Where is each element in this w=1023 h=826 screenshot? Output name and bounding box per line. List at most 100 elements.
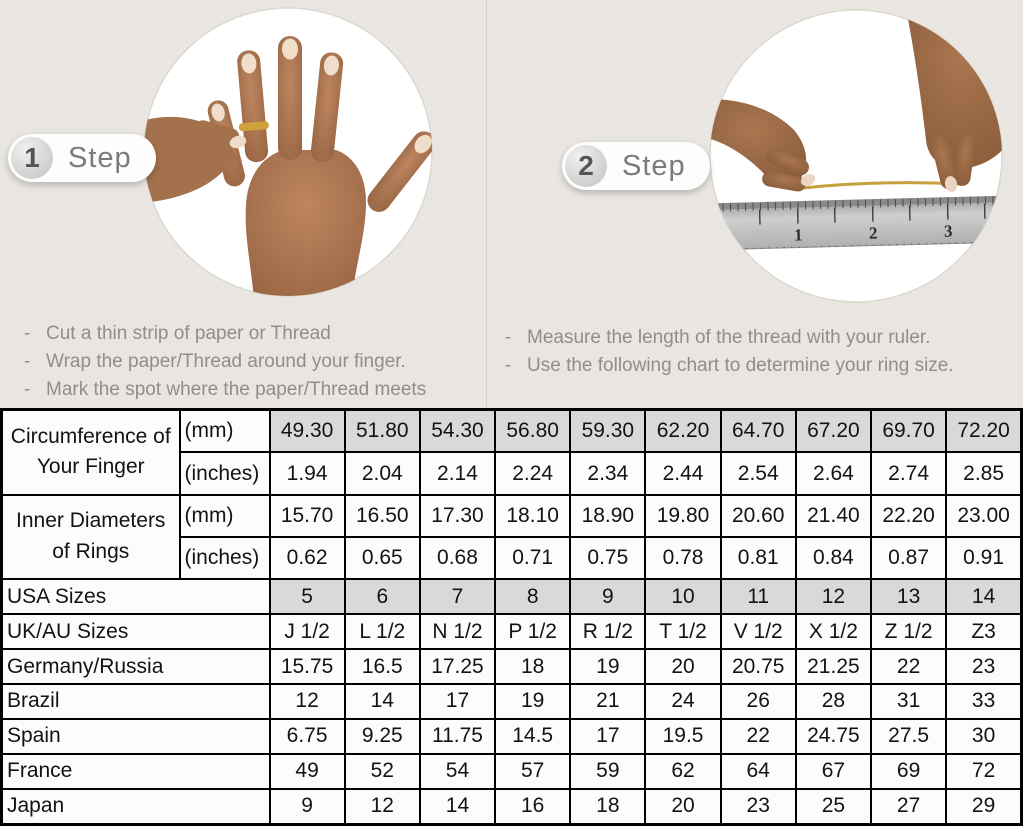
size-value-cell: 20.60 [719, 493, 797, 538]
size-value-cell: 0.91 [945, 536, 1023, 581]
instruction-text: Mark the spot where the paper/Thread mee… [46, 379, 427, 400]
size-value-cell: 22.20 [869, 493, 948, 538]
size-system-label: USA Sizes [0, 578, 271, 616]
step2-instructions: - Measure the length of the thread with y… [505, 324, 1020, 380]
step1-hand-photo [143, 7, 433, 297]
step2-badge: 2 Step [562, 142, 710, 190]
size-value-cell: 14.5 [494, 717, 572, 755]
size-value-cell: 21 [569, 682, 647, 720]
size-value-cell: 18 [569, 787, 647, 826]
unit-label: (inches) [178, 451, 271, 496]
size-value-cell: 26 [719, 682, 797, 720]
size-value-cell: 69 [869, 752, 948, 790]
size-value-cell: 21.25 [794, 648, 873, 685]
ruler-number-3: 3 [944, 222, 953, 241]
size-value-cell: Z3 [945, 613, 1023, 651]
size-value-cell: 11 [719, 578, 797, 616]
size-value-cell: 19.5 [644, 717, 722, 755]
size-value-cell: 14 [418, 787, 497, 826]
size-value-cell: 20 [644, 648, 722, 685]
size-value-cell: 7 [418, 578, 497, 616]
size-value-cell: 0.71 [494, 536, 572, 581]
size-value-cell: 25 [794, 787, 873, 826]
size-value-cell: 5 [268, 578, 346, 616]
instruction-text: Wrap the paper/Thread around your finger… [46, 351, 406, 372]
bullet-dash: - [505, 355, 512, 376]
step2-label: Step [622, 149, 686, 182]
size-value-cell: 20.75 [719, 648, 797, 685]
size-value-cell: 9 [569, 578, 647, 616]
size-value-cell: 19 [494, 682, 572, 720]
size-system-label: France [0, 752, 271, 790]
size-value-cell: 15.70 [268, 493, 346, 538]
ruler: 1 2 3 [716, 195, 1002, 251]
size-value-cell: 16.5 [343, 648, 421, 685]
size-value-cell: 19 [569, 648, 647, 685]
size-value-cell: 16 [494, 787, 572, 826]
panel-divider [486, 0, 487, 407]
size-system-label: UK/AU Sizes [0, 613, 271, 651]
size-value-cell: 54.30 [418, 408, 497, 454]
size-value-cell: 8 [494, 578, 572, 616]
size-value-cell: T 1/2 [644, 613, 722, 651]
size-value-cell: 23 [945, 648, 1023, 685]
unit-label: (mm) [178, 493, 271, 538]
step2-number-icon: 2 [565, 145, 607, 187]
size-value-cell: 0.87 [869, 536, 948, 581]
size-value-cell: 2.85 [945, 451, 1023, 496]
size-value-cell: 64 [719, 752, 797, 790]
size-value-cell: 22 [719, 717, 797, 755]
size-value-cell: 2.44 [644, 451, 722, 496]
size-value-cell: 52 [343, 752, 421, 790]
size-value-cell: 57 [494, 752, 572, 790]
size-value-cell: 19.80 [644, 493, 722, 538]
size-value-cell: 23.00 [945, 493, 1023, 538]
size-value-cell: 17.25 [418, 648, 497, 685]
size-value-cell: 18.10 [494, 493, 572, 538]
size-value-cell: 54 [418, 752, 497, 790]
size-value-cell: 1.94 [268, 451, 346, 496]
size-value-cell: 72.20 [945, 408, 1023, 454]
size-value-cell: 17 [569, 717, 647, 755]
size-value-cell: 31 [869, 682, 948, 720]
unit-label: (inches) [178, 536, 271, 581]
size-value-cell: 0.65 [343, 536, 421, 581]
size-system-label: Inner Diameters of Rings [0, 493, 181, 581]
size-value-cell: 17.30 [418, 493, 497, 538]
size-value-cell: 22 [869, 648, 948, 685]
size-value-cell: L 1/2 [343, 613, 421, 651]
size-value-cell: X 1/2 [794, 613, 873, 651]
size-value-cell: 15.75 [268, 648, 346, 685]
instruction-item: - Cut a thin strip of paper or Thread [24, 320, 486, 348]
instructions-section: 1 2 3 [0, 0, 1023, 408]
size-value-cell: P 1/2 [494, 613, 572, 651]
size-value-cell: 12 [343, 787, 421, 826]
size-value-cell: 27 [869, 787, 948, 826]
size-system-label: Circumference of Your Finger [0, 408, 181, 496]
bullet-dash: - [505, 327, 512, 348]
size-value-cell: 24 [644, 682, 722, 720]
instruction-item: - Wrap the paper/Thread around your finge… [24, 348, 486, 376]
size-value-cell: V 1/2 [719, 613, 797, 651]
ring-size-table: Circumference of Your Finger (mm) 49.30 51.… [0, 408, 1023, 826]
size-value-cell: 0.81 [719, 536, 797, 581]
size-value-cell: 0.68 [418, 536, 497, 581]
size-value-cell: 67.20 [794, 408, 873, 454]
size-value-cell: 14 [343, 682, 421, 720]
step1-badge: 1 Step [8, 134, 156, 182]
instruction-item: - Use the following chart to determine yo… [505, 352, 1020, 380]
size-value-cell: 18 [494, 648, 572, 685]
size-value-cell: 64.70 [719, 408, 797, 454]
step1-instructions: - Cut a thin strip of paper or Thread - Wra… [24, 320, 486, 404]
size-value-cell: 6 [343, 578, 421, 616]
step2-ruler-photo: 1 2 3 [709, 9, 1003, 303]
instruction-item: - Measure the length of the thread with y… [505, 324, 1020, 352]
size-value-cell: 12 [794, 578, 873, 616]
size-value-cell: J 1/2 [268, 613, 346, 651]
size-value-cell: 18.90 [569, 493, 647, 538]
size-value-cell: 49 [268, 752, 346, 790]
size-value-cell: 2.04 [343, 451, 421, 496]
size-value-cell: 29 [945, 787, 1023, 826]
size-value-cell: 21.40 [794, 493, 873, 538]
